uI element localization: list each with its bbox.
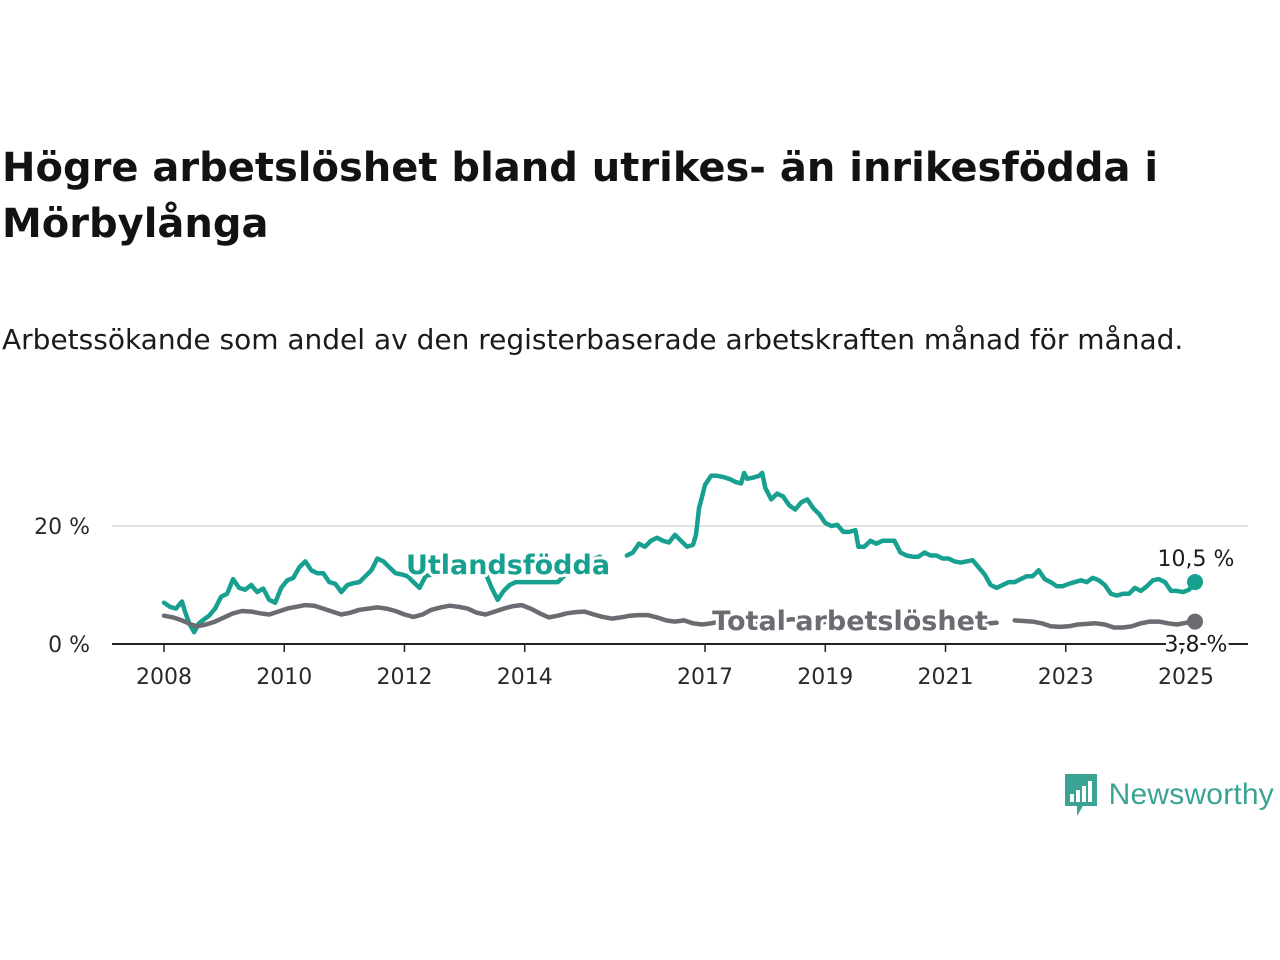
- x-tick-label: 2019: [797, 665, 853, 690]
- bar-chart-speech-bubble-icon: [1064, 774, 1097, 816]
- x-tick-label: 2023: [1038, 665, 1094, 690]
- series-labels: Utlandsfödda Total arbetslöshet 10,5 % 3,8 …: [403, 544, 1238, 661]
- x-tick-label: 2014: [497, 665, 553, 690]
- newsworthy-logo: Newsworthy: [1063, 772, 1274, 818]
- line-chart: 0 % 20 % 2008 2010 2012 2014 2017 2019 2021 2023…: [34, 470, 1248, 690]
- total-end-value: 3,8 %: [1165, 633, 1228, 658]
- utlandsfodda-series-label: Utlandsfödda: [406, 550, 610, 581]
- x-tick-label: 2017: [677, 665, 733, 690]
- x-tick-label: 2012: [376, 665, 432, 690]
- x-axis: 2008 2010 2012 2014 2017 2019 2021 2023 2025: [136, 644, 1214, 690]
- series-lines: [161, 470, 1204, 635]
- y-tick-label: 20 %: [34, 515, 90, 540]
- x-tick-label: 2008: [136, 665, 192, 690]
- x-tick-label: 2010: [256, 665, 312, 690]
- utlandsfodda-end-point: [1187, 574, 1204, 591]
- chart-title: Högre arbetslöshet bland utrikes- än inr…: [2, 145, 1159, 247]
- x-tick-label: 2025: [1158, 665, 1214, 690]
- utlandsfodda-line: [161, 554, 603, 635]
- utlandsfodda-end-value: 10,5 %: [1158, 547, 1235, 572]
- brand-name: Newsworthy: [1108, 778, 1274, 811]
- x-tick-label: 2021: [918, 665, 974, 690]
- utlandsfodda-line: [624, 470, 1198, 598]
- y-tick-label: 0 %: [48, 633, 90, 658]
- total-end-point: [1187, 613, 1204, 630]
- total-arbetsloshet-line: [161, 602, 999, 629]
- chart-subtitle: Arbetssökande som andel av den registerb…: [2, 323, 1184, 356]
- gridlines: 0 % 20 %: [34, 515, 1248, 658]
- total-series-label: Total arbetslöshet: [712, 606, 988, 637]
- total-arbetsloshet-line: [1012, 618, 1198, 630]
